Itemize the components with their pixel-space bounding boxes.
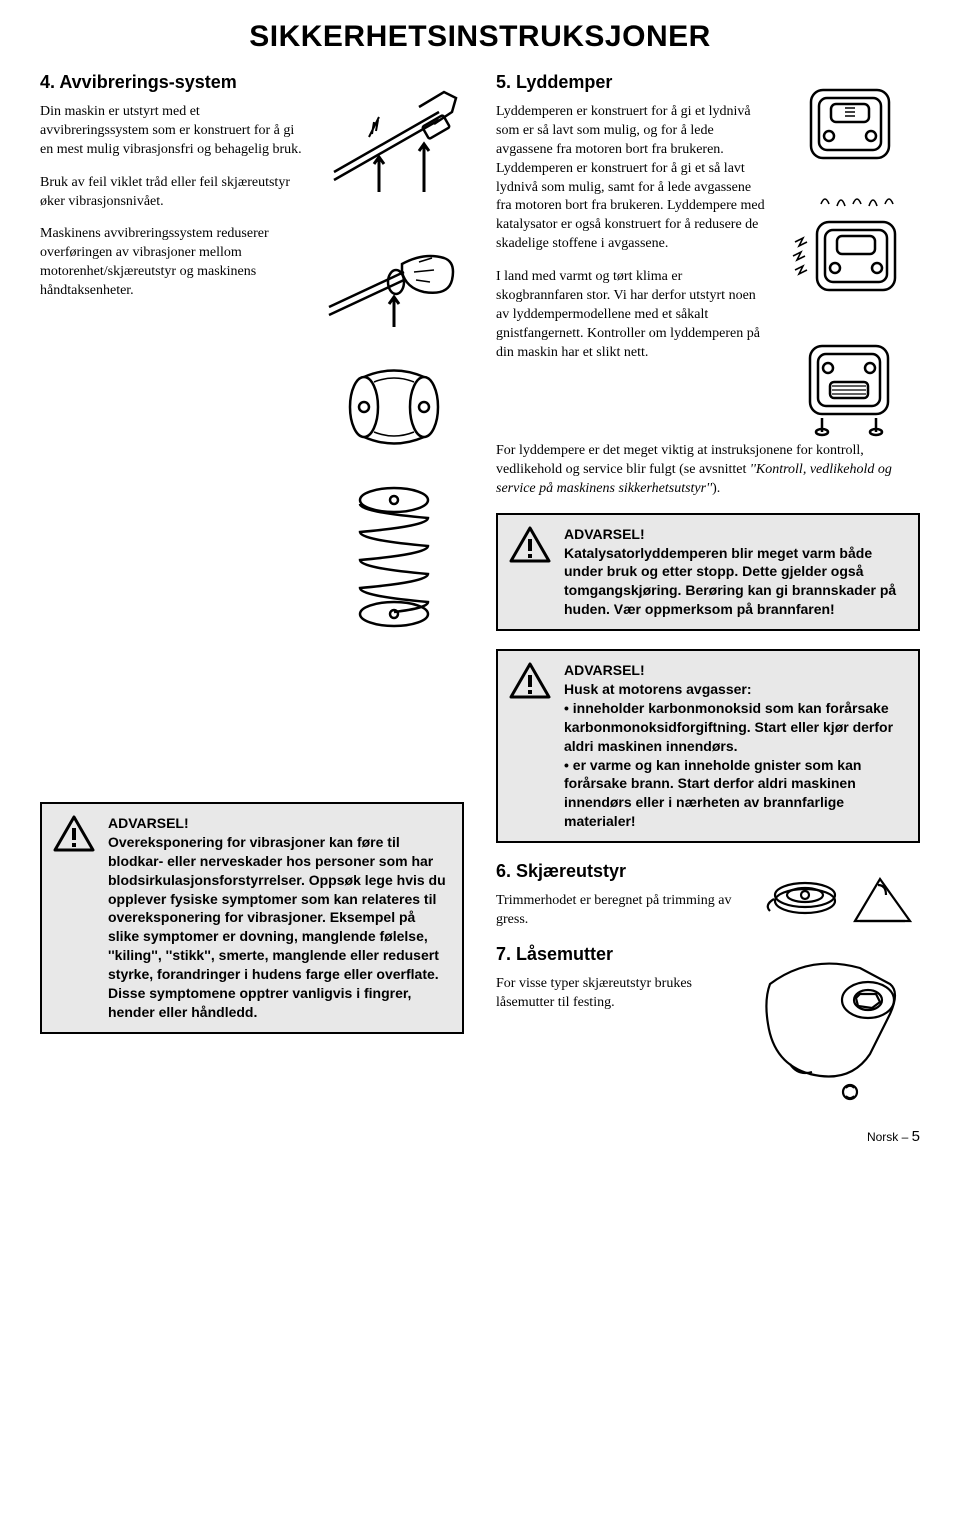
locknut-illustration [750,944,920,1104]
footer-language-label: Norsk – [867,1130,912,1144]
muffler-illustrations [780,72,920,442]
muffler-illustration-1 [795,72,905,172]
section-5-para-1: Lyddemperen er konstruert for å gi et ly… [496,103,766,254]
damper-illustration [334,352,454,462]
section-7-row: 7. Låsemutter For visse typer skjæreutst… [496,944,920,1104]
section-4-para-1: Din maskin er utstyrt med et avvibrering… [40,103,310,160]
section-7-heading: 7. Låsemutter [496,944,736,965]
engine-mount-illustration [324,222,464,332]
gas-warning-box: ADVARSEL! Husk at motorens avgasser: • i… [496,649,920,843]
section-4-para-3: Maskinens avvibreringssystem reduserer o… [40,225,310,301]
spring-illustration [334,482,454,632]
section-5-heading: 5. Lyddemper [496,72,766,93]
vibration-warning-box: ADVARSEL! Overeksponering for vibrasjone… [40,802,464,1034]
section-6-text: 6. Skjæreutstyr Trimmerhodet er beregnet… [496,861,746,944]
section-7-text: 7. Låsemutter For visse typer skjæreutst… [496,944,736,1104]
section-4-para-2: Bruk av feil viklet tråd eller feil skjæ… [40,174,310,212]
gas-warning-body: Husk at motorens avgasser: • inneholder … [564,681,893,829]
gas-warning-title: ADVARSEL! [564,661,906,680]
right-column: 5. Lyddemper Lyddemperen er konstruert f… [496,72,920,1104]
page-footer: Norsk – 5 [40,1128,920,1145]
vibration-warning-title: ADVARSEL! [108,814,450,833]
handle-illustration [324,72,464,202]
hot-warning-text: ADVARSEL! Katalysatorlyddemperen blir me… [564,525,906,619]
main-columns: 4. Avvibrerings-system Din maskin er uts… [40,72,920,1104]
hot-warning-box: ADVARSEL! Katalysatorlyddemperen blir me… [496,513,920,631]
footer-page-number: 5 [912,1128,920,1145]
section-5-para-3: For lyddempere er det meget viktig at in… [496,442,920,499]
section-6-heading: 6. Skjæreutstyr [496,861,746,882]
warning-triangle-icon [508,525,552,565]
section-5-para-3c: ). [712,481,720,496]
left-column: 4. Avvibrerings-system Din maskin er uts… [40,72,464,1104]
page-title: SIKKERHETSINSTRUKSJONER [40,20,920,54]
section-5-para-2: I land med varmt og tørt klima er skogbr… [496,268,766,362]
section-4-heading: 4. Avvibrerings-system [40,72,310,93]
section-5-row: 5. Lyddemper Lyddemperen er konstruert f… [496,72,920,442]
vibration-warning-text: ADVARSEL! Overeksponering for vibrasjone… [108,814,450,1022]
gas-warning-text: ADVARSEL! Husk at motorens avgasser: • i… [564,661,906,831]
muffler-illustration-2 [785,192,915,312]
section-6-row: 6. Skjæreutstyr Trimmerhodet er beregnet… [496,861,920,944]
section-5-text: 5. Lyddemper Lyddemperen er konstruert f… [496,72,766,442]
warning-triangle-icon [508,661,552,701]
vibration-warning-body: Overeksponering for vibrasjoner kan føre… [108,834,446,1020]
section-4-text: 4. Avvibrerings-system Din maskin er uts… [40,72,310,632]
section-4-row: 4. Avvibrerings-system Din maskin er uts… [40,72,464,632]
warning-triangle-icon [52,814,96,854]
muffler-illustration-3 [790,332,910,442]
section-7-para-1: For visse typer skjæreutstyr brukes låse… [496,975,736,1013]
section-4-illustrations [324,72,464,632]
cutting-equipment-illustration [760,861,920,944]
hot-warning-title: ADVARSEL! [564,525,906,544]
section-6-para-1: Trimmerhodet er beregnet på trimming av … [496,892,746,930]
hot-warning-body: Katalysatorlyddemperen blir meget varm b… [564,545,896,618]
